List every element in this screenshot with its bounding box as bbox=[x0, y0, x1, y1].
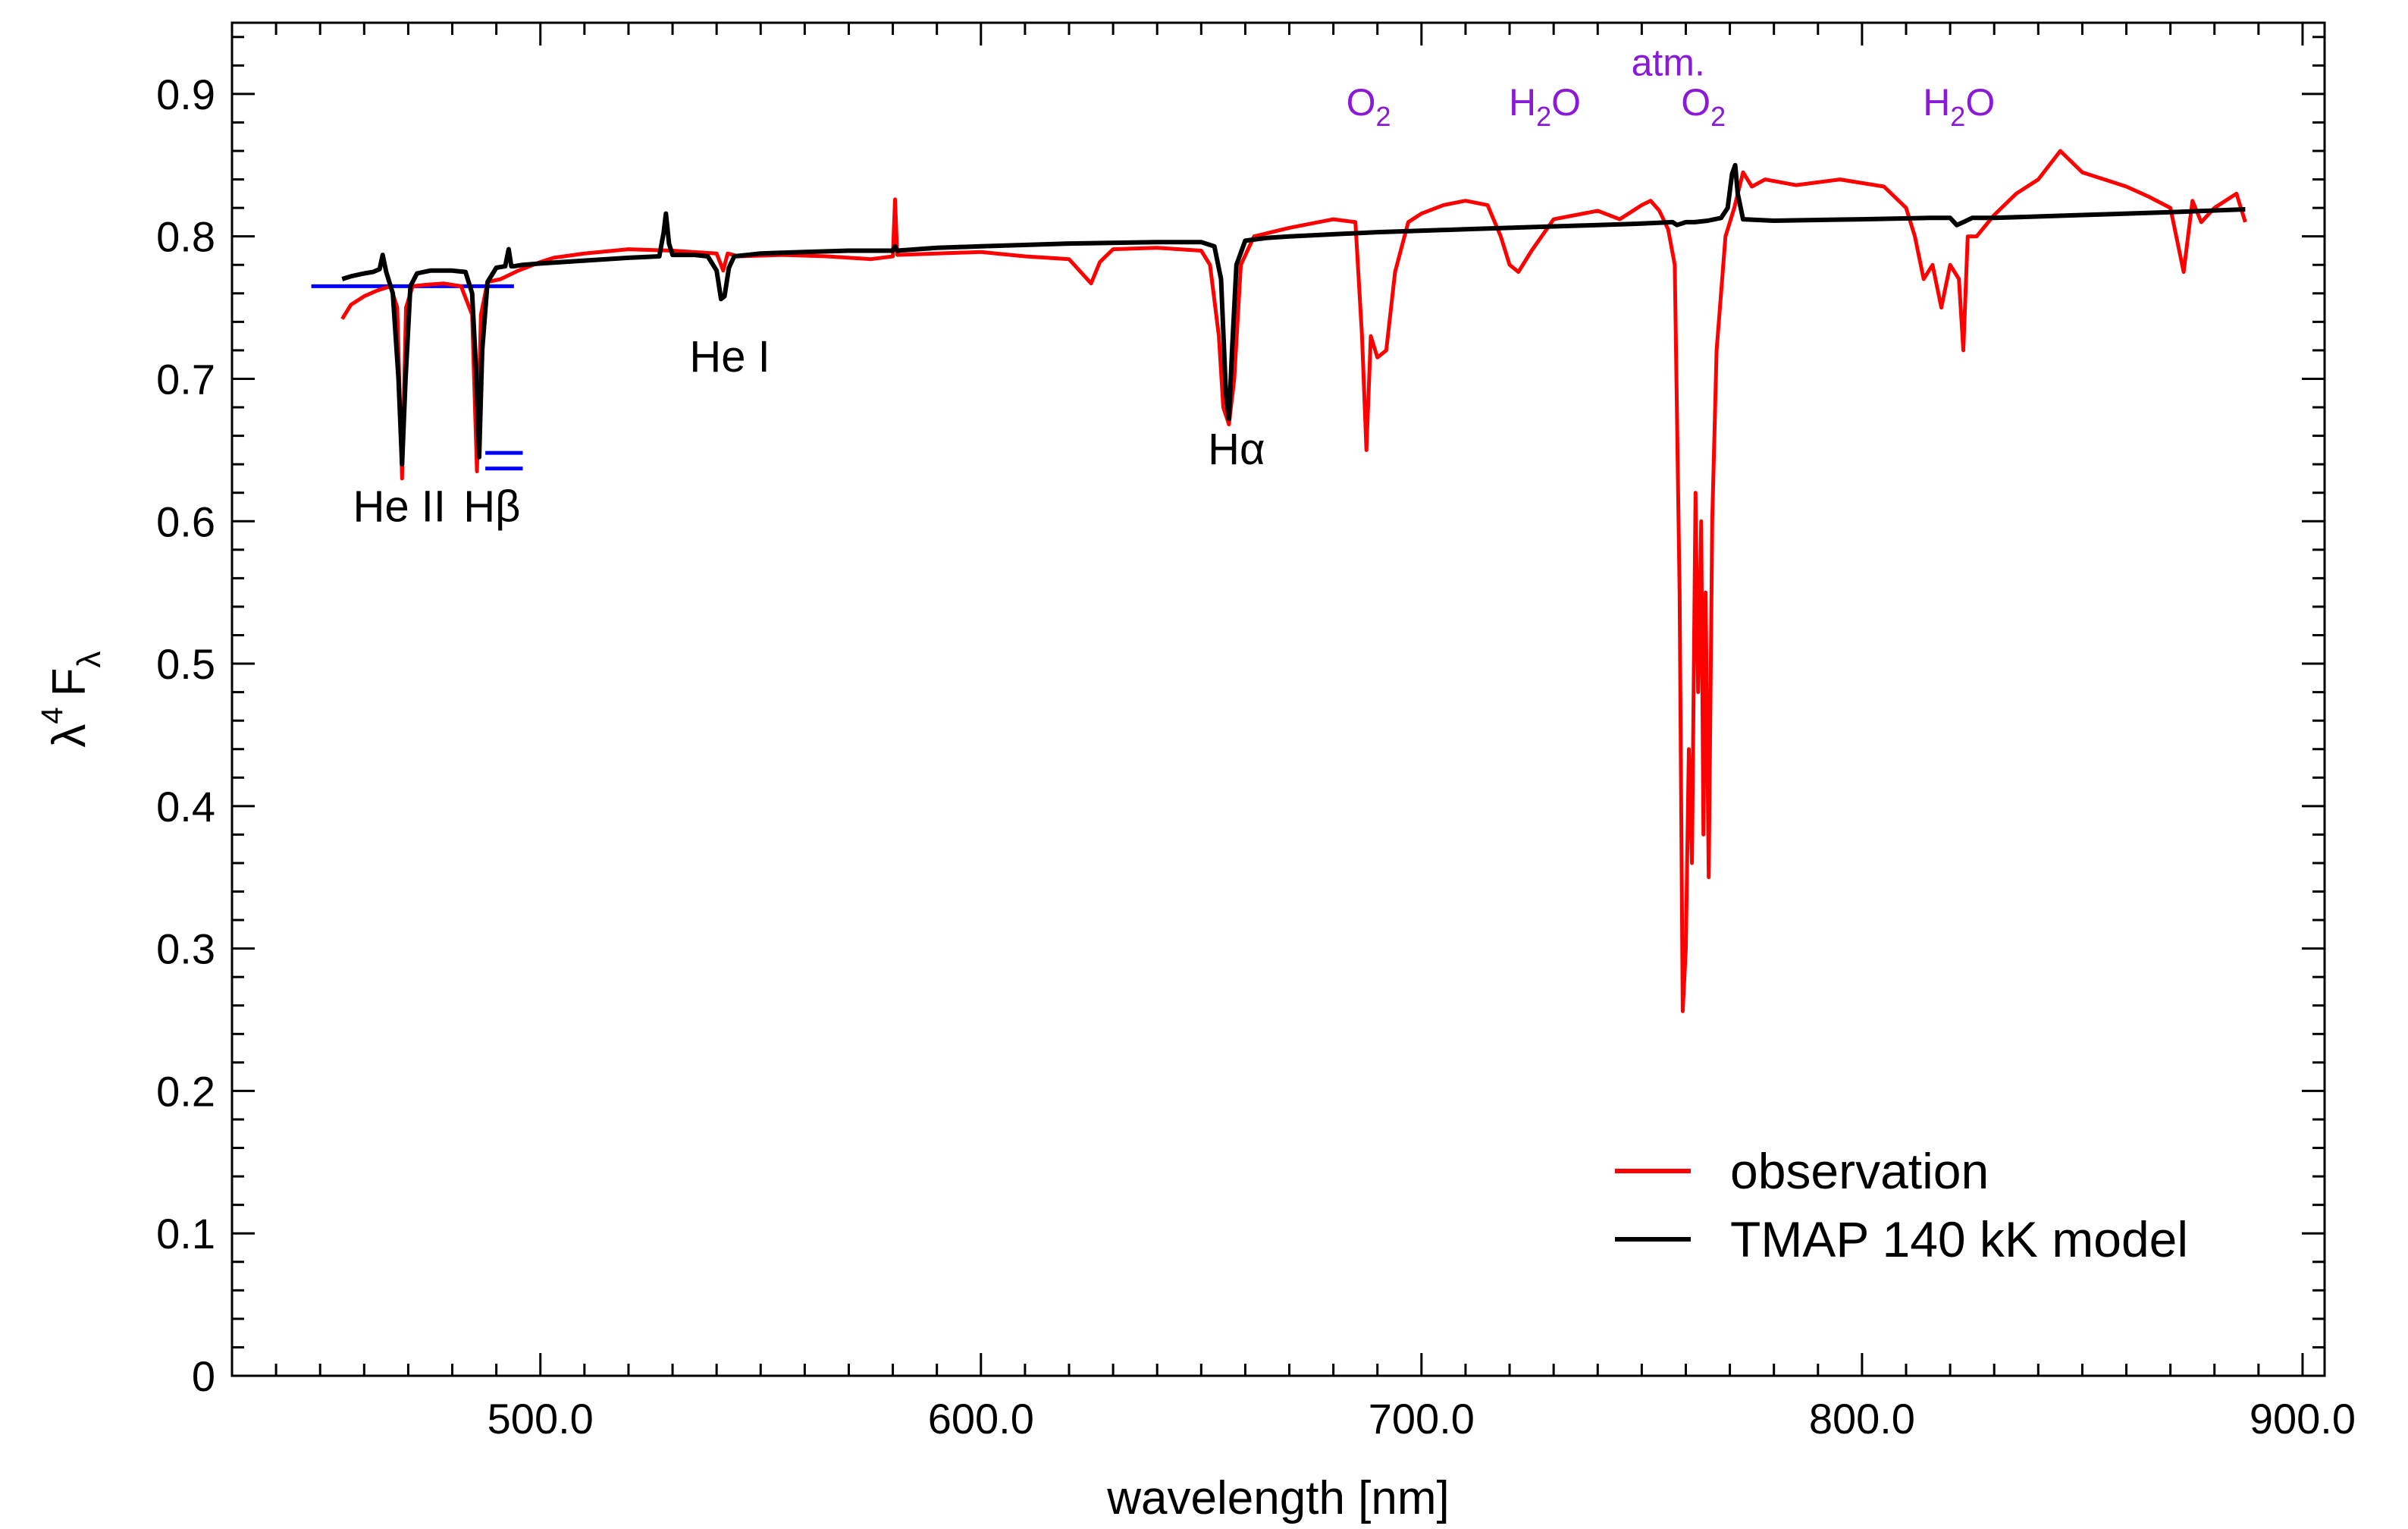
y-tick-label: 0.2 bbox=[156, 1067, 215, 1115]
legend-label-model: TMAP 140 kK model bbox=[1730, 1211, 2188, 1267]
x-tick-label: 500.0 bbox=[488, 1395, 594, 1443]
telluric-annotation: H2O bbox=[1923, 81, 1995, 132]
tick-labels: 500.0 600.0 700.0 800.0 900.0 0 0.1 0.2 0.3 0.4 0.… bbox=[156, 71, 2356, 1443]
legend: observation TMAP 140 kK model bbox=[1615, 1143, 2188, 1267]
telluric-annotation: atm. bbox=[1632, 41, 1705, 83]
y-axis-title-subscript: λ bbox=[71, 651, 108, 667]
y-tick-label: 0.8 bbox=[156, 213, 215, 261]
y-tick-label: 0.9 bbox=[156, 71, 215, 118]
line-annotation: He II bbox=[353, 482, 447, 531]
y-tick-label: 0.4 bbox=[156, 783, 215, 830]
y-tick-label: 0.3 bbox=[156, 925, 215, 973]
line-annotation: Hβ bbox=[463, 482, 520, 531]
x-axis-title: wavelength [nm] bbox=[1106, 1472, 1449, 1524]
y-axis-title-lambda: λ bbox=[43, 724, 96, 748]
y-axis-title-power: 4 bbox=[36, 707, 69, 724]
x-tick-label: 700.0 bbox=[1369, 1395, 1475, 1443]
series-layer bbox=[340, 149, 2247, 1013]
svg-text:λ4Fλ: λ4Fλ bbox=[36, 651, 108, 747]
x-tick-label: 900.0 bbox=[2250, 1395, 2356, 1443]
x-tick-label: 600.0 bbox=[928, 1395, 1034, 1443]
y-axis-title: λ4Fλ bbox=[36, 651, 108, 747]
x-tick-label: 800.0 bbox=[1809, 1395, 1915, 1443]
axis-ticks bbox=[232, 23, 2325, 1377]
line-annotation: He I bbox=[689, 332, 770, 381]
line-annotation: Hα bbox=[1208, 425, 1265, 474]
legend-label-observation: observation bbox=[1730, 1143, 1989, 1199]
y-tick-label: 0.6 bbox=[156, 498, 215, 545]
y-tick-label: 0 bbox=[192, 1352, 215, 1400]
plot-frame bbox=[230, 21, 2326, 1377]
y-tick-label: 0.1 bbox=[156, 1210, 215, 1257]
series-line-model bbox=[341, 162, 2246, 467]
y-axis-title-flux: F bbox=[43, 667, 96, 696]
y-tick-label: 0.5 bbox=[156, 640, 215, 688]
telluric-annotation: H2O bbox=[1509, 81, 1581, 132]
telluric-annotation: O2 bbox=[1347, 81, 1391, 132]
series-line-observation bbox=[340, 149, 2247, 1013]
telluric-annotation: O2 bbox=[1681, 81, 1726, 132]
y-tick-label: 0.7 bbox=[156, 355, 215, 403]
